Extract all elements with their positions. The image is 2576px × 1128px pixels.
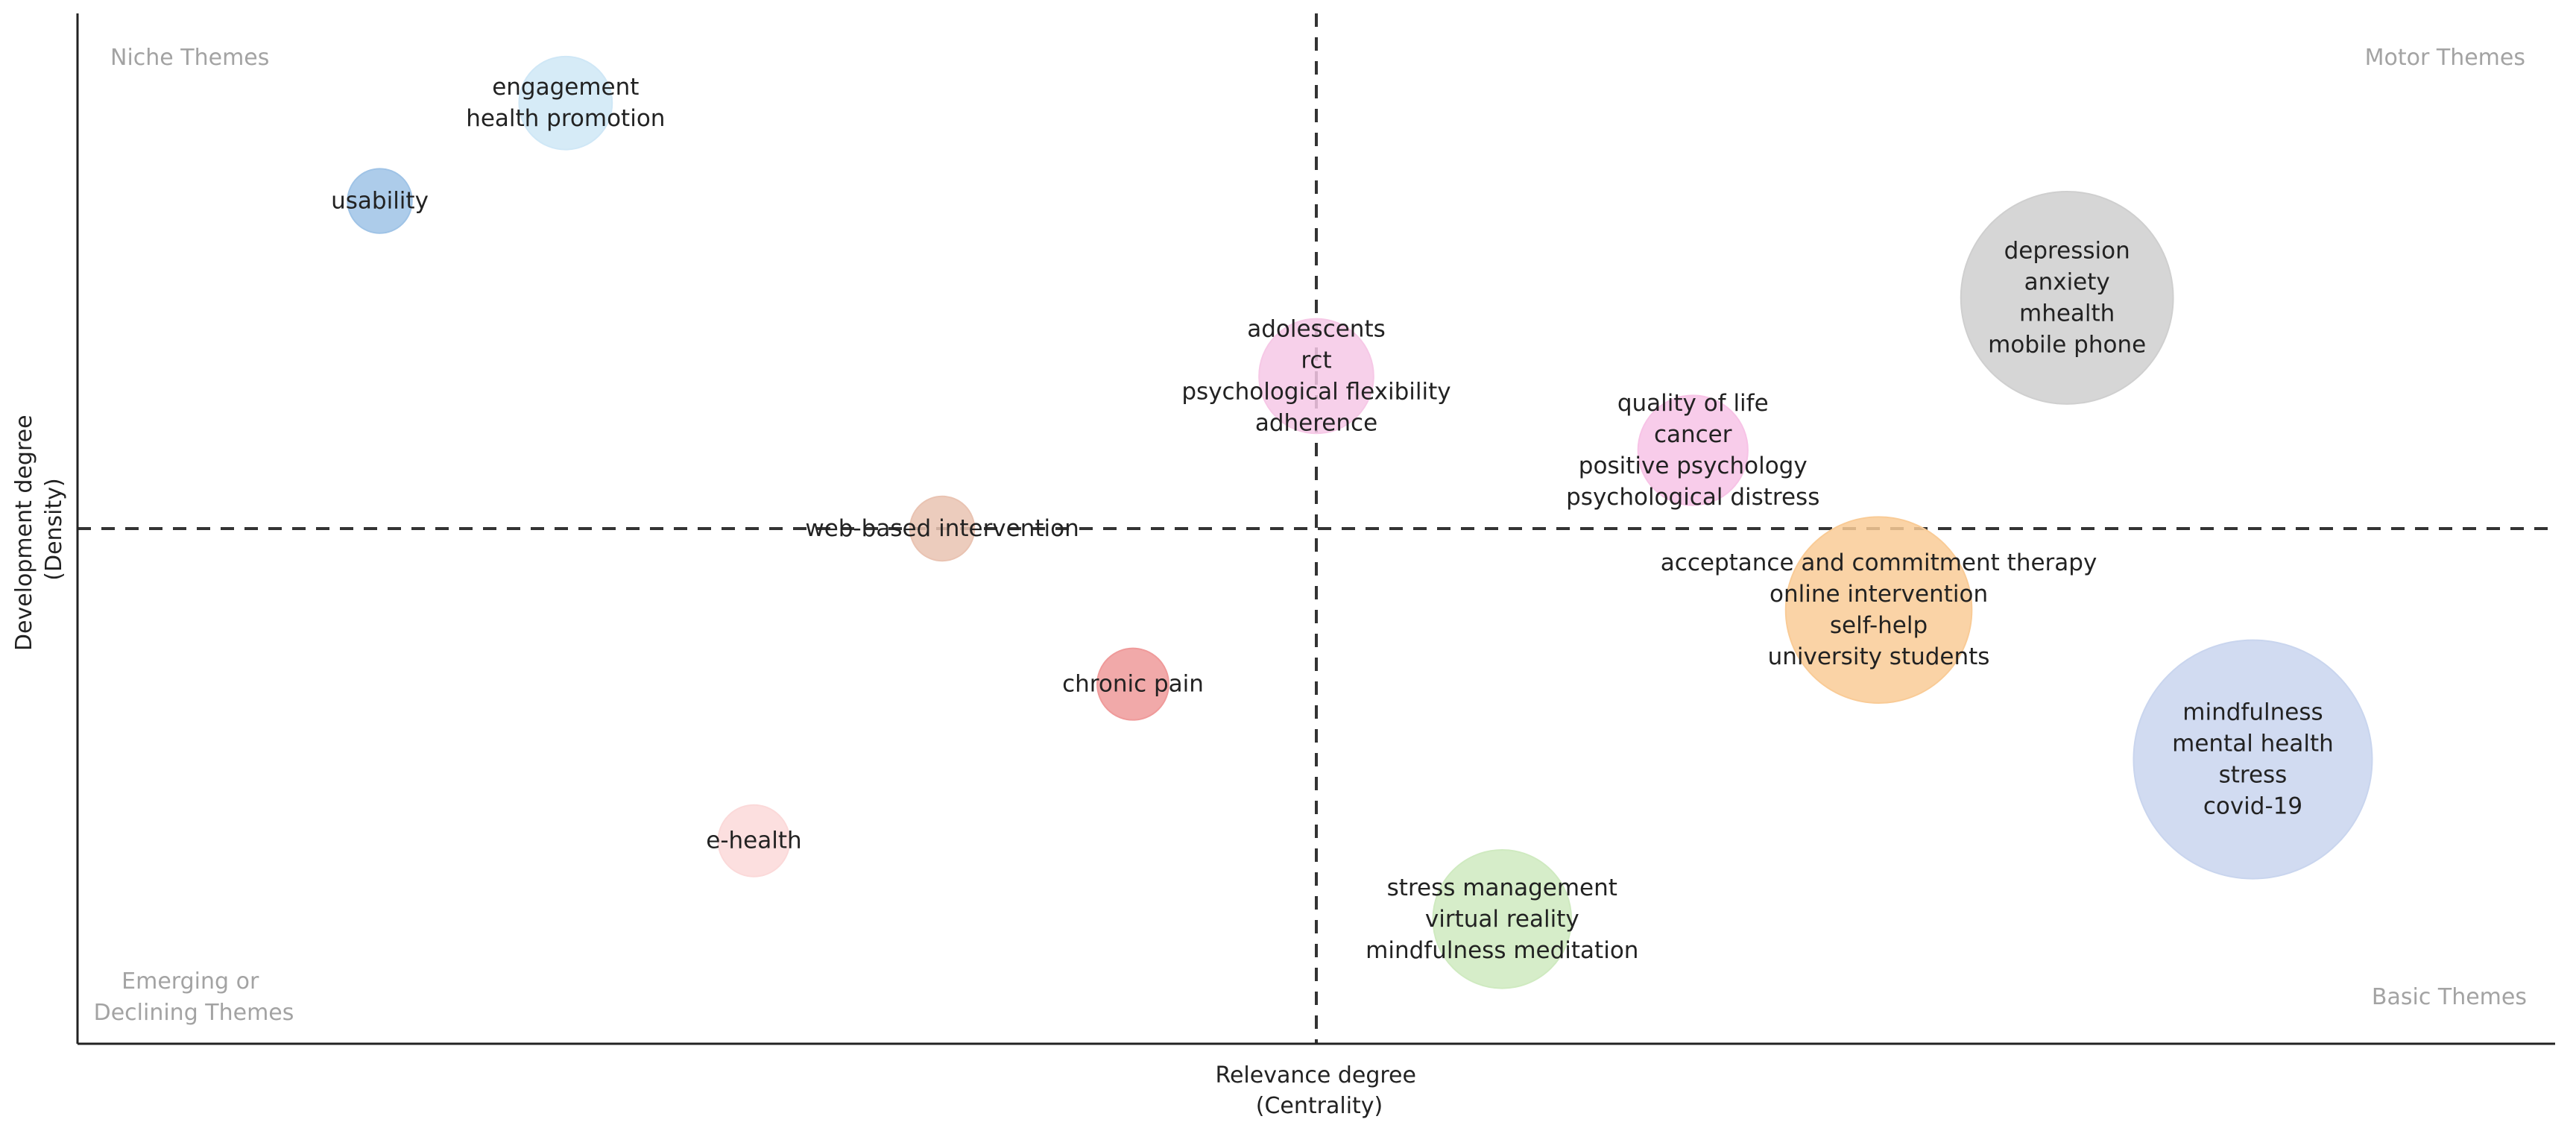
cluster-label-7: chronic pain — [1062, 671, 1204, 698]
cluster-bubble-0 — [518, 55, 613, 151]
cluster-bubble-1 — [347, 168, 413, 234]
bubble-layer — [347, 55, 2373, 989]
cluster-bubble-6 — [1784, 516, 1973, 704]
cluster-term: online intervention — [1770, 581, 1988, 608]
cluster-term: depression — [2004, 237, 2130, 264]
cluster-term: usability — [331, 188, 429, 215]
cluster-term: mindfulness — [2182, 699, 2323, 726]
cluster-bubble-7 — [1096, 647, 1170, 721]
cluster-label-6: acceptance and commitment therapy online … — [1661, 549, 2097, 670]
cluster-term: university students — [1768, 643, 1990, 670]
quadrant-label-basic: Basic Themes — [2372, 984, 2527, 1010]
cluster-bubble-2 — [1960, 191, 2174, 405]
quadrant-label-motor: Motor Themes — [2365, 45, 2525, 71]
x-axis-title: Relevance degree (Centrality) — [1215, 1062, 1423, 1119]
cluster-bubble-5 — [909, 495, 976, 562]
reference-lines — [78, 13, 2555, 1044]
cluster-term: self-help — [1830, 612, 1928, 639]
cluster-bubble-8 — [2133, 639, 2373, 880]
cluster-label-8: mindfulness mental health stress covid-19 — [2172, 699, 2334, 820]
cluster-term: positive psychology — [1579, 453, 1808, 479]
cluster-label-2: depression anxiety mhealth mobile phone — [1988, 237, 2146, 358]
quadrant-label-emerging-declining: Emerging or Declining Themes — [94, 968, 294, 1026]
cluster-label-3: adolescents rct psychological flexibility a… — [1181, 315, 1450, 436]
cluster-term: psychological flexibility — [1181, 378, 1450, 405]
cluster-bubble-3 — [1258, 318, 1374, 435]
cluster-term: acceptance and commitment therapy — [1661, 549, 2097, 576]
cluster-term: adherence — [1255, 409, 1377, 436]
cluster-term: rct — [1301, 347, 1331, 374]
cluster-bubble-4 — [1637, 394, 1749, 506]
cluster-term: quality of life — [1617, 390, 1769, 417]
cluster-label-0: engagement health promotion — [466, 74, 665, 132]
cluster-term: mindfulness meditation — [1366, 937, 1638, 964]
cluster-label-1: usability — [331, 188, 429, 215]
cluster-label-4: quality of life cancer positive psychology… — [1566, 390, 1819, 511]
cluster-term: health promotion — [466, 105, 665, 132]
cluster-term: mental health — [2172, 731, 2334, 757]
quadrant-label-niche: Niche Themes — [110, 45, 269, 71]
cluster-term: web-based intervention — [805, 515, 1079, 542]
cluster-term: stress — [2219, 762, 2288, 789]
cluster-term: psychological distress — [1566, 484, 1819, 511]
cluster-term: adolescents — [1247, 315, 1386, 342]
cluster-term: anxiety — [2024, 268, 2110, 295]
bubble-label-layer: engagement health promotion usability depre… — [331, 74, 2334, 964]
cluster-term: e-health — [706, 828, 801, 854]
cluster-term: cancer — [1654, 421, 1732, 448]
cluster-bubble-10 — [1432, 848, 1573, 989]
cluster-term: mobile phone — [1988, 331, 2146, 358]
cluster-bubble-9 — [717, 804, 791, 877]
cluster-label-5: web-based intervention — [805, 515, 1079, 542]
cluster-term: covid-19 — [2203, 793, 2302, 820]
cluster-term: mhealth — [2019, 300, 2115, 327]
cluster-term: stress management — [1387, 875, 1617, 901]
cluster-term: virtual reality — [1425, 906, 1579, 933]
y-axis-title: Development degree (Density) — [11, 408, 67, 651]
cluster-term: chronic pain — [1062, 671, 1204, 698]
axes — [76, 13, 2555, 1045]
cluster-label-10: stress management virtual reality mindfuln… — [1366, 875, 1638, 964]
cluster-label-9: e-health — [706, 828, 801, 854]
cluster-term: engagement — [492, 74, 639, 101]
